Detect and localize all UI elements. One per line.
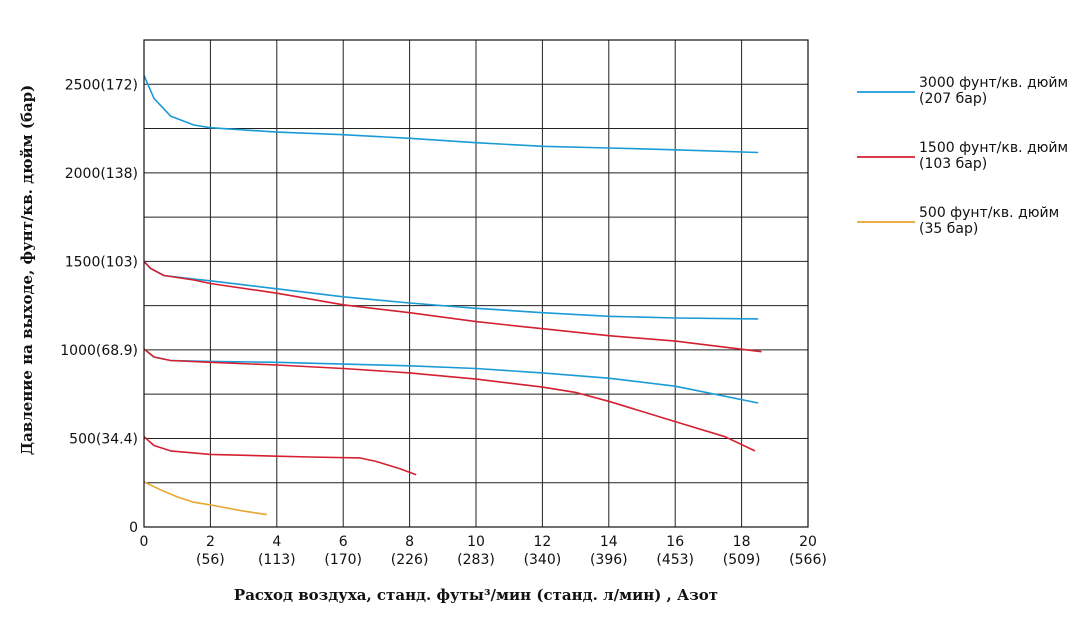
x-tick-label: 18 <box>733 534 751 550</box>
y-tick-label: 1500(103) <box>65 254 138 270</box>
legend-label-2: 1500 фунт/кв. дюйм <box>919 140 1068 156</box>
x-tick-sublabel: (56) <box>196 552 225 568</box>
x-tick-label: 16 <box>666 534 684 550</box>
legend-sublabel-2: (103 бар) <box>919 156 987 172</box>
x-tick-label: 6 <box>339 534 348 550</box>
series-line-6 <box>143 436 417 476</box>
x-tick-label: 14 <box>600 534 618 550</box>
x-tick-sublabel: (283) <box>457 552 495 568</box>
series-line-4 <box>143 260 762 353</box>
series-line-5 <box>143 348 756 452</box>
x-axis-title: Расход воздуха, станд. футы³/мин (станд.… <box>234 586 718 604</box>
x-tick-label: 12 <box>533 534 551 550</box>
x-tick-label: 20 <box>799 534 817 550</box>
series-lines <box>143 75 762 516</box>
x-tick-sublabel: (226) <box>391 552 429 568</box>
plot-frame <box>143 39 809 528</box>
x-tick-sublabel: (453) <box>656 552 694 568</box>
legend-sublabel-1: (207 бар) <box>919 91 987 107</box>
y-tick-label: 2500(172) <box>65 77 138 93</box>
legend-label-3: 500 фунт/кв. дюйм <box>919 205 1059 221</box>
x-tick-sublabel: (170) <box>324 552 362 568</box>
y-axis-ticks: 0 500(34.4) 1000(68.9) 1500(103) 2000(138) 25… <box>60 77 138 536</box>
x-tick-label: 4 <box>272 534 281 550</box>
series-line-1 <box>143 75 759 154</box>
x-tick-label: 0 <box>140 534 149 550</box>
y-tick-label: 0 <box>129 520 138 536</box>
x-tick-label: 2 <box>206 534 215 550</box>
y-tick-label: 2000(138) <box>65 166 138 182</box>
y-tick-label: 1000(68.9) <box>60 343 138 359</box>
y-tick-label: 500(34.4) <box>69 431 138 447</box>
legend-label-1: 3000 фунт/кв. дюйм <box>919 75 1068 91</box>
series-line-2 <box>143 260 759 320</box>
series-line-7 <box>143 481 267 516</box>
x-tick-label: 8 <box>405 534 414 550</box>
x-tick-sublabel: (113) <box>258 552 296 568</box>
x-tick-label: 10 <box>467 534 485 550</box>
x-tick-sublabel: (340) <box>524 552 562 568</box>
grid <box>144 40 808 527</box>
x-tick-sublabel: (509) <box>723 552 761 568</box>
legend: 3000 фунт/кв. дюйм(207 бар) 1500 фунт/кв.… <box>857 75 1068 237</box>
legend-sublabel-3: (35 бар) <box>919 221 978 237</box>
x-axis-ticks: 0 2 (56) 4 (113) 6 (170) 8 (226) 10 (283) 12 (340) 14… <box>140 534 827 568</box>
y-axis-title: Давление на выходе, фунт/кв. дюйм (бар) <box>18 85 36 456</box>
x-tick-sublabel: (396) <box>590 552 628 568</box>
x-tick-sublabel: (566) <box>789 552 827 568</box>
